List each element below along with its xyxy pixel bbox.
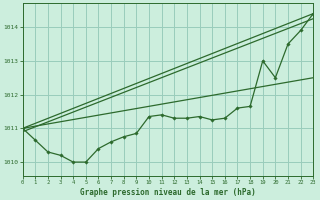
X-axis label: Graphe pression niveau de la mer (hPa): Graphe pression niveau de la mer (hPa) <box>80 188 256 197</box>
